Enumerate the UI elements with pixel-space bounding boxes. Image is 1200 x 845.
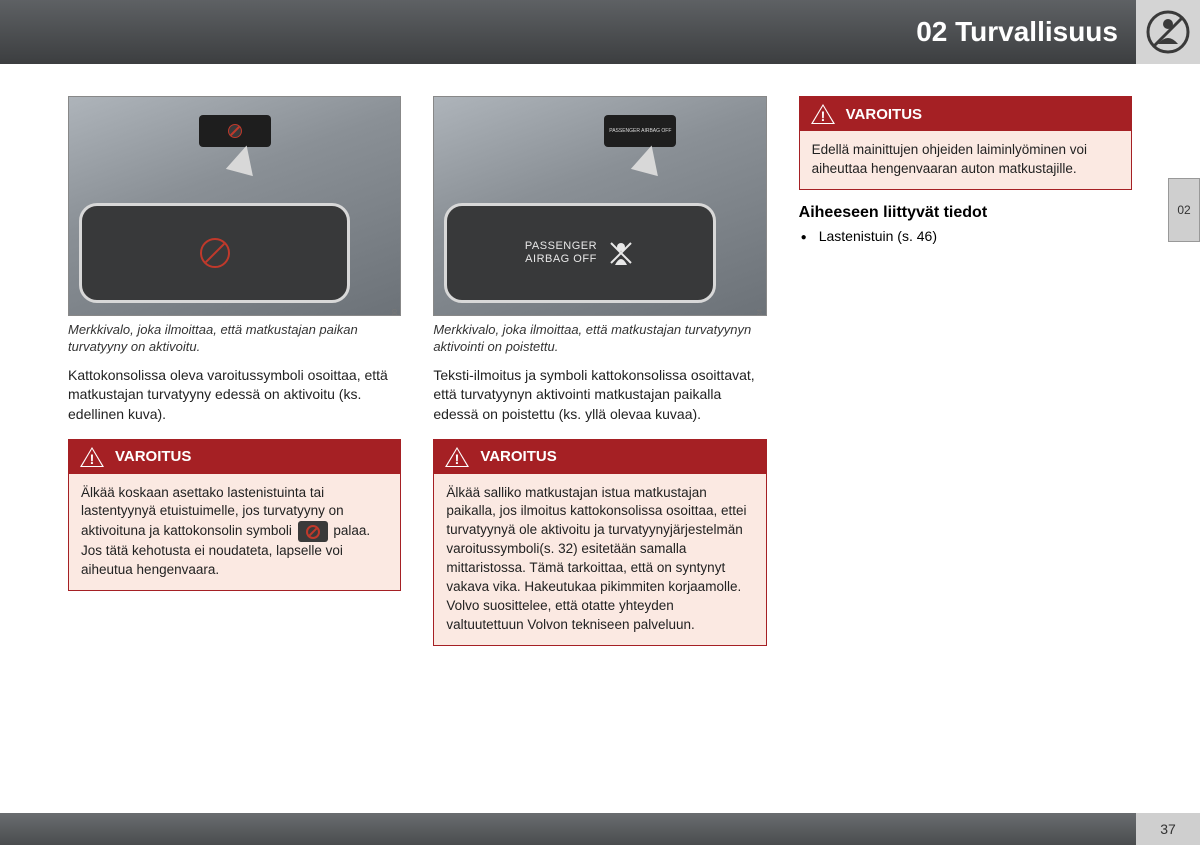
chapter-title: 02 Turvallisuus <box>916 16 1118 48</box>
figure-caption: Merkkivalo, joka ilmoittaa, että matkust… <box>68 322 401 356</box>
warning-body: Älkää salliko matkustajan istua matkusta… <box>434 474 765 645</box>
callout-display-off: PASSENGER AIRBAG OFF <box>444 203 715 303</box>
page-footer <box>0 813 1200 845</box>
airbag-off-person-icon <box>607 239 635 267</box>
no-child-seat-icon <box>228 124 242 138</box>
page-content: G017800 Merkkivalo, joka ilmoittaa, että… <box>68 96 1132 660</box>
figure-airbag-active: G017800 <box>68 96 401 316</box>
body-text: Teksti-ilmoitus ja symboli kattokonsolis… <box>433 366 766 425</box>
warning-triangle-icon: ! <box>810 103 836 125</box>
figure-caption: Merkkivalo, joka ilmoittaa, että matkust… <box>433 322 766 356</box>
header-icon-box <box>1136 0 1200 64</box>
inline-symbol-box <box>298 521 328 542</box>
related-info-list: Lastenistuin (s. 46) <box>799 228 1132 244</box>
warning-title: VAROITUS <box>480 448 556 465</box>
warning-header: ! VAROITUS <box>434 440 765 474</box>
warning-title: VAROITUS <box>115 448 191 465</box>
warning-triangle-icon: ! <box>444 446 470 468</box>
callout-pointer <box>226 142 260 176</box>
warning-body: Älkää koskaan asettako lastenistuinta ta… <box>69 474 400 590</box>
image-id: G017724 <box>757 309 764 316</box>
column-3: ! VAROITUS Edellä mainittujen ohjeiden l… <box>799 96 1132 660</box>
warning-body: Edellä mainittujen ohjeiden laiminlyömin… <box>800 131 1131 189</box>
column-1: G017800 Merkkivalo, joka ilmoittaa, että… <box>68 96 401 660</box>
no-child-seat-icon <box>306 525 320 539</box>
header-title-area: 02 Turvallisuus <box>0 0 1136 64</box>
related-info-heading: Aiheeseen liittyvät tiedot <box>799 204 1132 222</box>
page-header: 02 Turvallisuus <box>0 0 1200 64</box>
callout-display-active <box>79 203 350 303</box>
no-child-seat-icon <box>200 238 230 268</box>
callout-pointer <box>631 142 665 176</box>
related-info-item: Lastenistuin (s. 46) <box>801 228 1132 244</box>
warning-header: ! VAROITUS <box>800 97 1131 131</box>
warning-box: ! VAROITUS Edellä mainittujen ohjeiden l… <box>799 96 1132 190</box>
display-text: PASSENGER AIRBAG OFF <box>525 240 597 266</box>
warning-header: ! VAROITUS <box>69 440 400 474</box>
figure-airbag-off: PASSENGER AIRBAG OFF PASSENGER AIRBAG OF… <box>433 96 766 316</box>
chapter-side-tab: 02 <box>1168 178 1200 242</box>
warning-triangle-icon: ! <box>79 446 105 468</box>
warning-box: ! VAROITUS Älkää koskaan asettako lasten… <box>68 439 401 591</box>
svg-text:!: ! <box>820 108 825 124</box>
image-id: G017800 <box>391 309 398 316</box>
svg-text:!: ! <box>455 451 460 467</box>
seatbelt-icon <box>1146 10 1190 54</box>
column-2: PASSENGER AIRBAG OFF PASSENGER AIRBAG OF… <box>433 96 766 660</box>
svg-text:!: ! <box>90 451 95 467</box>
page-number: 37 <box>1136 813 1200 845</box>
body-text: Kattokonsolissa oleva varoitussymboli os… <box>68 366 401 425</box>
warning-box: ! VAROITUS Älkää salliko matkustajan ist… <box>433 439 766 646</box>
warning-title: VAROITUS <box>846 106 922 123</box>
